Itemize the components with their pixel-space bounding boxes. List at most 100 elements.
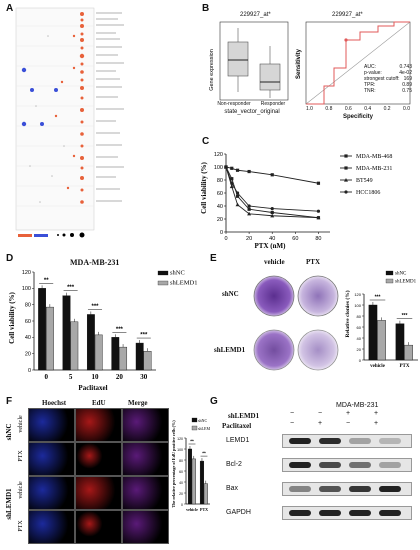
- dish-shlemd1-ptx: [297, 329, 339, 371]
- microscopy-tile: [75, 442, 122, 476]
- category-label: 5: [69, 373, 73, 381]
- x-tick-label: 20: [246, 236, 252, 242]
- panel-b-box-title: 229927_at*: [240, 12, 271, 18]
- y-tick-label: 40: [217, 204, 223, 210]
- panel-b-group1: Non-responder: [217, 101, 251, 107]
- y-tick-label: 100: [22, 286, 31, 292]
- sig-label: ***: [91, 304, 99, 310]
- data-point: [230, 166, 234, 170]
- bar: [46, 306, 54, 371]
- panel-f-bar-chart: The relative percentage of EdU positive …: [171, 417, 210, 512]
- blot-band: [289, 438, 311, 444]
- panel-label-e: E: [210, 253, 217, 264]
- roc-stat-row: TNR: 0.75: [364, 88, 412, 94]
- microscopy-tile: [28, 510, 75, 544]
- data-point: [229, 184, 234, 189]
- blot-band: [379, 438, 401, 444]
- dish-shlemd1-vehicle: [253, 329, 295, 371]
- series-line: [225, 166, 319, 219]
- bar: [62, 295, 71, 371]
- panel-c-ylabel: Cell viability (%): [200, 161, 208, 213]
- category-label: PTX: [400, 364, 410, 369]
- series-line: [225, 166, 319, 212]
- sig-label: ***: [375, 295, 381, 301]
- data-point: [316, 181, 321, 185]
- panel-d-bars: **************: [38, 278, 152, 371]
- sig-label: **: [44, 278, 49, 284]
- microscopy-tile: [122, 442, 169, 476]
- bar: [94, 334, 103, 371]
- panel-b-group2: Responder: [260, 101, 286, 107]
- panel-e-row1: shNC: [222, 290, 239, 298]
- legend-swatch: [157, 270, 169, 276]
- microscopy-tile: [75, 408, 122, 442]
- bar: [191, 458, 196, 505]
- blot-band: [379, 510, 401, 516]
- condition-sign: −: [318, 410, 323, 417]
- y-tick-label: 0: [181, 503, 183, 507]
- panel-b-roc-xlabel: Specificity: [342, 114, 373, 120]
- legend-swatch: [385, 270, 394, 276]
- panel-label-b: B: [202, 3, 210, 14]
- microscopy-tile: [75, 510, 122, 544]
- y-tick-label: 120: [354, 292, 361, 297]
- data-point: [235, 168, 240, 172]
- panel-e-axes: 0 20 40 60 80 100 120 vehicle PTX: [354, 292, 418, 369]
- panel-e-ylabel: Relative clonies (%): [344, 290, 351, 337]
- legend-swatch: [191, 425, 198, 431]
- panel-e-col1: vehicle: [264, 258, 285, 266]
- panel-label-g: G: [210, 396, 218, 407]
- condition-sign: +: [318, 420, 323, 427]
- roc-xtick: 1.0: [306, 106, 313, 112]
- panel-f-ylabel: The relative percentage of EdU positive …: [171, 420, 176, 508]
- blot-band: [379, 462, 401, 468]
- legend-label: shNC: [198, 418, 207, 423]
- roc-xtick: 0.0: [403, 106, 410, 112]
- roc-stat-row: TPR: 0.89: [364, 82, 412, 88]
- roc-xtick: 0.8: [325, 106, 333, 112]
- data-point: [270, 210, 274, 215]
- bar: [395, 323, 405, 361]
- bar: [404, 344, 413, 361]
- y-tick-label: 40: [179, 481, 183, 485]
- y-tick-label: 120: [177, 437, 183, 441]
- blot-strip: [282, 458, 412, 472]
- y-tick-label: 20: [179, 492, 183, 496]
- panel-c-xlabel: PTX (nM): [255, 242, 287, 250]
- microscopy-tile: [122, 510, 169, 544]
- panel-f-microscopy-grid: [28, 408, 170, 546]
- y-tick-label: 60: [179, 470, 183, 474]
- blot-protein-label: GAPDH: [226, 509, 251, 516]
- panel-b-ylabel: Gene expression: [209, 49, 215, 91]
- data-point: [224, 165, 228, 169]
- panel-f-col2: EdU: [92, 399, 106, 407]
- legend-label: MDA-MB-468: [356, 154, 392, 160]
- microscopy-tile: [28, 408, 75, 442]
- legend-label: BT549: [356, 178, 373, 184]
- panel-e-bar-chart: Relative clonies (%) 0 20 40 60 80 100 120 vehi…: [344, 270, 418, 369]
- panel-g-paclitaxel-label: Paclitaxel: [222, 422, 252, 430]
- microscopy-tile: [75, 476, 122, 510]
- panel-b-roc-stats: AUC: 0.743 p-value: 4e-02 strongest cutoff…: [364, 64, 412, 94]
- panel-f-r3: vehicle: [18, 481, 24, 499]
- roc-stat-row: p-value: 4e-02: [364, 70, 412, 76]
- category-label: 20: [116, 373, 124, 381]
- blot-band: [349, 438, 371, 444]
- roc-xtick: 0.6: [344, 106, 352, 112]
- blot-band: [349, 486, 371, 492]
- legend-label: MDA-MB-231: [356, 166, 392, 172]
- blot-band: [319, 462, 341, 468]
- data-point: [316, 209, 321, 213]
- x-tick-label: 40: [269, 236, 275, 242]
- y-tick-label: 40: [25, 335, 31, 341]
- blot-band: [319, 510, 341, 516]
- panel-b-roc-title: 229927_at*: [332, 12, 363, 18]
- panel-f-grp2: shLEMD1: [5, 488, 13, 520]
- roc-stat-value: 4e-02: [399, 70, 412, 76]
- category-label: vehicle: [370, 364, 385, 369]
- bar: [111, 337, 120, 371]
- legend-label: shNC: [395, 272, 407, 277]
- roc-stat-key: TNR:: [364, 88, 376, 94]
- category-label: 30: [140, 373, 148, 381]
- data-point: [247, 207, 251, 211]
